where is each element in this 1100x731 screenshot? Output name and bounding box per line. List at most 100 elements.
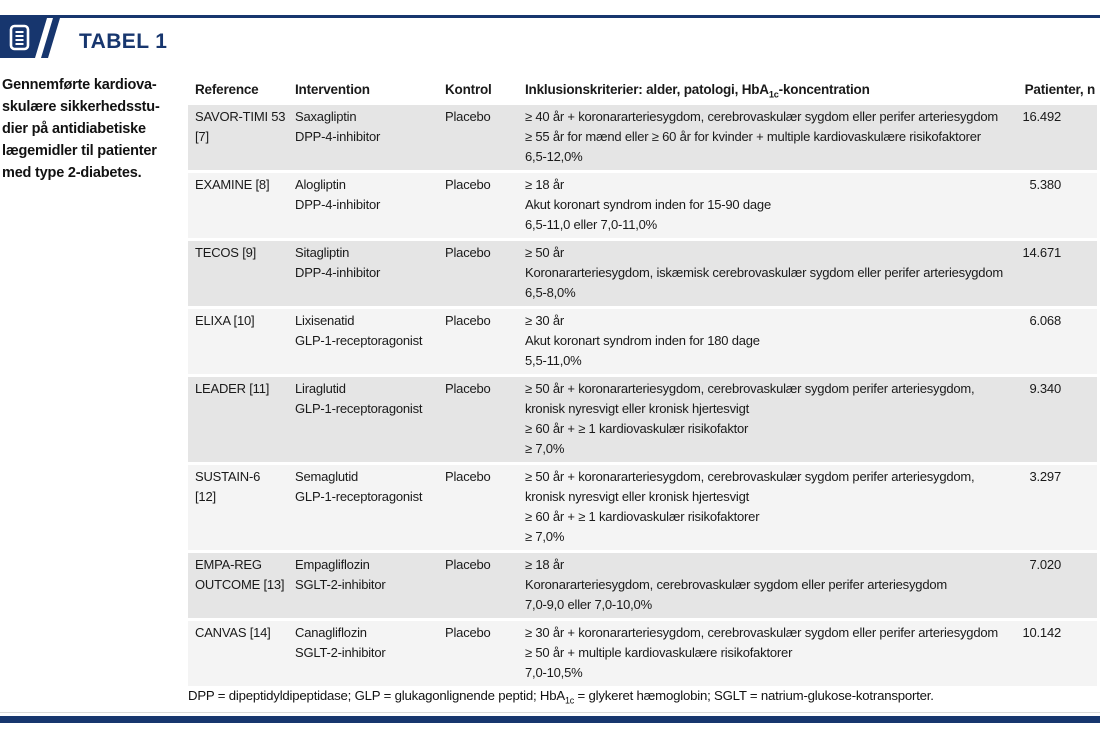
reference-line: [12]	[195, 489, 216, 504]
criteria-line: ≥ 7,0%	[525, 529, 565, 544]
hba1c-subscript: 1c	[768, 89, 779, 100]
drug-class: DPP-4-inhibitor	[295, 197, 381, 212]
drug-class: GLP-1-receptoragonist	[295, 333, 423, 348]
caption-line: dier på antidiabetiske	[2, 121, 146, 137]
reference-line: CANVAS [14]	[195, 625, 271, 640]
patients-cell: 10.142	[1022, 625, 1061, 640]
table-row: EXAMINE [8] Alogliptin DPP-4-inhibitor P…	[188, 173, 1097, 238]
page-title: TABEL 1	[79, 30, 168, 53]
reference-line: [7]	[195, 129, 209, 144]
reference-cell: EMPA-REG OUTCOME [13]	[188, 555, 288, 615]
intervention-cell: Lixisenatid GLP-1-receptoragonist	[288, 311, 438, 371]
drug-class: GLP-1-receptoragonist	[295, 401, 423, 416]
control-cell: Placebo	[445, 109, 491, 124]
control-cell: Placebo	[445, 245, 491, 260]
drug-name: Empagliflozin	[295, 557, 370, 572]
criteria-line: ≥ 60 år + ≥ 1 kardiovaskulær risikofakto…	[525, 509, 760, 524]
drug-class: SGLT-2-inhibitor	[295, 577, 386, 592]
reference-line: SAVOR-TIMI 53	[195, 109, 286, 124]
criteria-cell: ≥ 30 år Akut koronart syndrom inden for …	[518, 311, 1011, 371]
criteria-line: ≥ 18 år	[525, 177, 564, 192]
bottom-hairline-rule	[0, 712, 1100, 713]
reference-cell: SAVOR-TIMI 53 [7]	[188, 107, 288, 167]
criteria-line: ≥ 7,0%	[525, 441, 565, 456]
reference-line: SUSTAIN-6	[195, 469, 261, 484]
patients-cell: 6.068	[1029, 313, 1061, 328]
intervention-cell: Saxagliptin DPP-4-inhibitor	[288, 107, 438, 167]
hba1c-subscript: 1c	[564, 695, 575, 706]
control-cell: Placebo	[445, 313, 491, 328]
drug-name: Semaglutid	[295, 469, 359, 484]
column-header-patienter: Patienter, n	[1024, 82, 1096, 97]
table-header-row: Reference Intervention Kontrol Inklusion…	[188, 79, 1097, 102]
top-rule	[0, 15, 1100, 18]
intervention-cell: Semaglutid GLP-1-receptoragonist	[288, 467, 438, 547]
column-header-reference: Reference	[195, 82, 259, 97]
table-row: TECOS [9] Sitagliptin DPP-4-inhibitor Pl…	[188, 241, 1097, 306]
control-cell: Placebo	[445, 557, 491, 572]
control-cell: Placebo	[445, 469, 491, 484]
criteria-line: ≥ 30 år + koronararteriesygdom, cerebrov…	[525, 625, 999, 640]
table-row: EMPA-REG OUTCOME [13] Empagliflozin SGLT…	[188, 553, 1097, 618]
drug-name: Sitagliptin	[295, 245, 350, 260]
criteria-line: 7,0-10,5%	[525, 665, 583, 680]
abbreviations-footnote: DPP = dipeptidyldipeptidase; GLP = gluka…	[188, 688, 1093, 706]
reference-cell: SUSTAIN-6 [12]	[188, 467, 288, 547]
control-cell: Placebo	[445, 381, 491, 396]
column-header-intervention: Intervention	[295, 82, 370, 97]
criteria-line: 6,5-11,0 eller 7,0-11,0%	[525, 217, 658, 232]
header-text: Inklusionskriterier: alder, patologi, Hb…	[525, 82, 769, 97]
header-text: -koncentration	[778, 82, 870, 97]
studies-table: Reference Intervention Kontrol Inklusion…	[188, 79, 1097, 689]
intervention-cell: Alogliptin DPP-4-inhibitor	[288, 175, 438, 235]
criteria-cell: ≥ 40 år + koronararteriesygdom, cerebrov…	[518, 107, 1011, 167]
table-row: ELIXA [10] Lixisenatid GLP-1-receptorago…	[188, 309, 1097, 374]
reference-cell: ELIXA [10]	[188, 311, 288, 371]
reference-line: EXAMINE [8]	[195, 177, 270, 192]
document-list-icon	[9, 24, 30, 51]
criteria-cell: ≥ 50 år + koronararteriesygdom, cerebrov…	[518, 379, 1011, 459]
patients-cell: 5.380	[1029, 177, 1061, 192]
criteria-line: kronisk nyresvigt eller kronisk hjertesv…	[525, 401, 750, 416]
criteria-line: kronisk nyresvigt eller kronisk hjertesv…	[525, 489, 750, 504]
drug-class: DPP-4-inhibitor	[295, 129, 381, 144]
drug-name: Canagliflozin	[295, 625, 367, 640]
criteria-line: ≥ 55 år for mænd eller ≥ 60 år for kvind…	[525, 129, 981, 144]
intervention-cell: Empagliflozin SGLT-2-inhibitor	[288, 555, 438, 615]
criteria-line: ≥ 50 år + koronararteriesygdom, cerebrov…	[525, 381, 975, 396]
reference-line: LEADER [11]	[195, 381, 270, 396]
caption-line: lægemidler til patienter	[2, 143, 157, 159]
criteria-line: 6,5-8,0%	[525, 285, 576, 300]
criteria-line: ≥ 40 år + koronararteriesygdom, cerebrov…	[525, 109, 999, 124]
table-caption: Gennemførte kardiova- skulære sikkerheds…	[2, 74, 188, 184]
criteria-line: Koronararteriesygdom, iskæmisk cerebrova…	[525, 265, 1003, 280]
criteria-line: ≥ 30 år	[525, 313, 564, 328]
caption-line: med type 2-diabetes.	[2, 165, 142, 181]
reference-line: TECOS [9]	[195, 245, 257, 260]
criteria-cell: ≥ 18 år Akut koronart syndrom inden for …	[518, 175, 1011, 235]
reference-cell: LEADER [11]	[188, 379, 288, 459]
footnote-text: = glykeret hæmoglobin; SGLT = natrium-gl…	[574, 688, 934, 703]
drug-class: GLP-1-receptoragonist	[295, 489, 423, 504]
reference-line: OUTCOME [13]	[195, 577, 285, 592]
patients-cell: 7.020	[1029, 557, 1061, 572]
criteria-line: ≥ 50 år + multiple kardiovaskulære risik…	[525, 645, 793, 660]
intervention-cell: Liraglutid GLP-1-receptoragonist	[288, 379, 438, 459]
reference-line: EMPA-REG	[195, 557, 262, 572]
criteria-cell: ≥ 30 år + koronararteriesygdom, cerebrov…	[518, 623, 1011, 683]
criteria-line: 6,5-12,0%	[525, 149, 583, 164]
bottom-rule	[0, 716, 1100, 723]
criteria-line: ≥ 60 år + ≥ 1 kardiovaskulær risikofakto…	[525, 421, 749, 436]
column-header-inklusionskriterier: Inklusionskriterier: alder, patologi, Hb…	[518, 80, 1011, 100]
intervention-cell: Sitagliptin DPP-4-inhibitor	[288, 243, 438, 303]
control-cell: Placebo	[445, 625, 491, 640]
table-row: CANVAS [14] Canagliflozin SGLT-2-inhibit…	[188, 621, 1097, 686]
drug-class: SGLT-2-inhibitor	[295, 645, 386, 660]
reference-cell: CANVAS [14]	[188, 623, 288, 683]
patients-cell: 14.671	[1022, 245, 1061, 260]
criteria-line: Akut koronart syndrom inden for 15-90 da…	[525, 197, 771, 212]
caption-line: skulære sikkerhedsstu-	[2, 99, 160, 115]
criteria-cell: ≥ 18 år Koronararteriesygdom, cerebrovas…	[518, 555, 1011, 615]
patients-cell: 16.492	[1022, 109, 1061, 124]
